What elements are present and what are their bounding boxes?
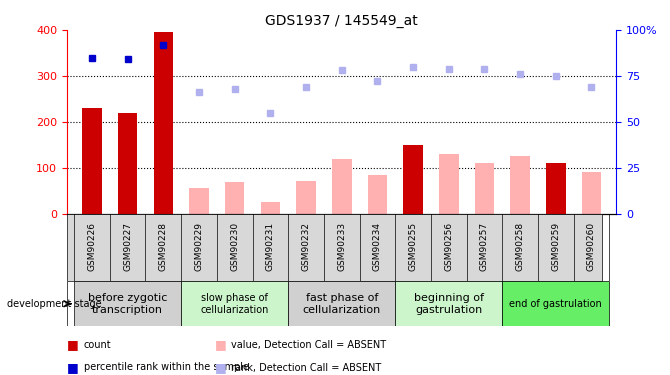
Text: GSM90234: GSM90234: [373, 222, 382, 271]
Bar: [582, 172, 601, 214]
Bar: [153, 32, 173, 214]
Text: GSM90233: GSM90233: [337, 222, 346, 271]
Text: GSM90256: GSM90256: [444, 222, 453, 271]
Bar: [439, 154, 458, 214]
Bar: [82, 108, 102, 214]
Text: rank, Detection Call = ABSENT: rank, Detection Call = ABSENT: [231, 363, 381, 372]
Text: GSM90226: GSM90226: [88, 222, 96, 271]
Bar: [288, 281, 395, 326]
Text: ■: ■: [214, 339, 226, 351]
Text: GSM90257: GSM90257: [480, 222, 489, 271]
Text: slow phase of
cellularization: slow phase of cellularization: [200, 293, 269, 315]
Bar: [181, 281, 288, 326]
Bar: [332, 159, 352, 214]
Bar: [403, 145, 423, 214]
Bar: [502, 281, 609, 326]
Bar: [474, 163, 494, 214]
Text: GSM90259: GSM90259: [551, 222, 560, 271]
Bar: [118, 112, 137, 214]
Title: GDS1937 / 145549_at: GDS1937 / 145549_at: [265, 13, 418, 28]
Text: ■: ■: [67, 361, 79, 374]
Bar: [296, 181, 316, 214]
Bar: [225, 182, 245, 214]
Bar: [189, 189, 209, 214]
Text: GSM90227: GSM90227: [123, 222, 132, 271]
Bar: [74, 281, 181, 326]
Bar: [511, 156, 530, 214]
Text: GSM90255: GSM90255: [409, 222, 417, 271]
Bar: [546, 163, 565, 214]
Text: GSM90229: GSM90229: [194, 222, 204, 271]
Bar: [368, 175, 387, 214]
Bar: [261, 202, 280, 214]
Text: GSM90258: GSM90258: [516, 222, 525, 271]
Text: count: count: [84, 340, 111, 350]
Text: GSM90260: GSM90260: [587, 222, 596, 271]
Text: end of gastrulation: end of gastrulation: [509, 299, 602, 309]
Text: beginning of
gastrulation: beginning of gastrulation: [414, 293, 484, 315]
Text: GSM90231: GSM90231: [266, 222, 275, 271]
Text: GSM90232: GSM90232: [302, 222, 310, 271]
Bar: [395, 281, 502, 326]
Text: fast phase of
cellularization: fast phase of cellularization: [303, 293, 381, 315]
Text: development stage: development stage: [7, 299, 101, 309]
Text: percentile rank within the sample: percentile rank within the sample: [84, 363, 249, 372]
Text: value, Detection Call = ABSENT: value, Detection Call = ABSENT: [231, 340, 387, 350]
Text: ■: ■: [214, 361, 226, 374]
Text: ■: ■: [67, 339, 79, 351]
Text: GSM90230: GSM90230: [230, 222, 239, 271]
Text: before zygotic
transcription: before zygotic transcription: [88, 293, 168, 315]
Text: GSM90228: GSM90228: [159, 222, 168, 271]
